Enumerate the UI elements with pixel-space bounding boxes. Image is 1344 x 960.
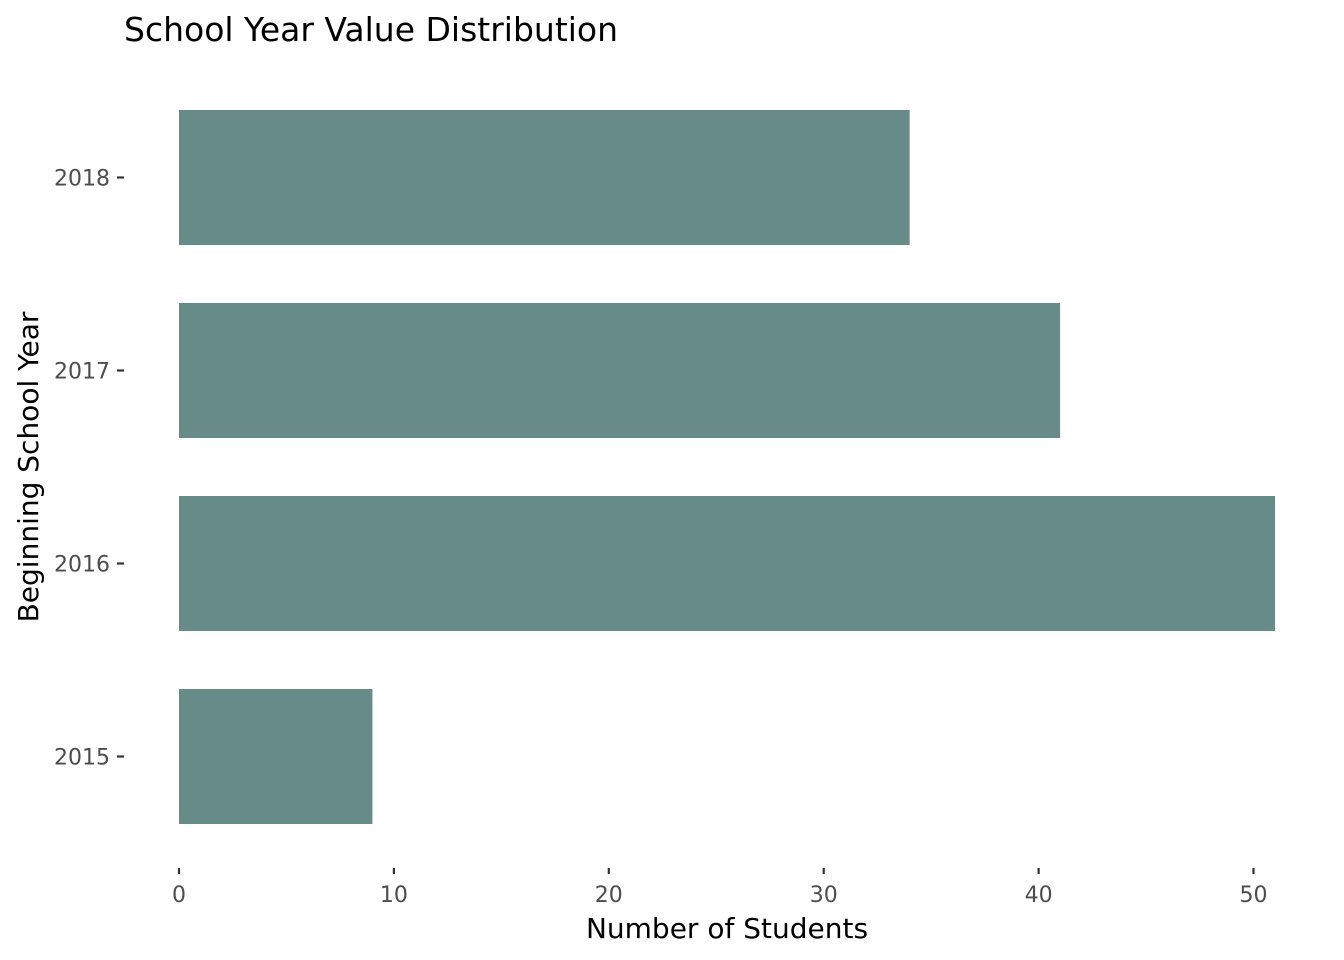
y-tick-label-2015: 2015 [54, 746, 110, 771]
chart-title: School Year Value Distribution [124, 10, 618, 49]
x-axis-title: Number of Students [586, 912, 868, 945]
y-axis-title: Beginning School Year [12, 311, 45, 622]
x-tick-label-10: 10 [380, 883, 408, 908]
y-tick-label-2017: 2017 [54, 360, 110, 385]
bar-2016 [179, 496, 1275, 631]
bar-2017 [179, 303, 1061, 438]
x-tick-label-30: 30 [810, 883, 838, 908]
x-tick-label-50: 50 [1240, 883, 1268, 908]
y-tick-label-2018: 2018 [54, 167, 110, 192]
bar-2018 [179, 110, 910, 245]
bars [179, 110, 1275, 824]
y-axis: 2015 2016 2017 2018 [54, 167, 124, 771]
x-axis: 0 10 20 30 40 50 [172, 868, 1268, 908]
x-tick-label-20: 20 [595, 883, 623, 908]
bar-2015 [179, 689, 373, 824]
y-tick-label-2016: 2016 [54, 553, 110, 578]
x-tick-label-0: 0 [172, 883, 186, 908]
x-tick-label-40: 40 [1025, 883, 1053, 908]
